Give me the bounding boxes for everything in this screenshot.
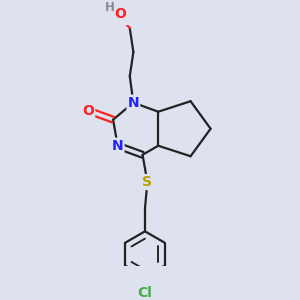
Text: S: S xyxy=(142,175,152,189)
Text: Cl: Cl xyxy=(137,286,152,300)
Text: N: N xyxy=(112,139,124,153)
Text: H: H xyxy=(104,1,114,14)
Text: O: O xyxy=(82,103,94,118)
Text: O: O xyxy=(115,7,127,21)
Text: N: N xyxy=(128,96,139,110)
